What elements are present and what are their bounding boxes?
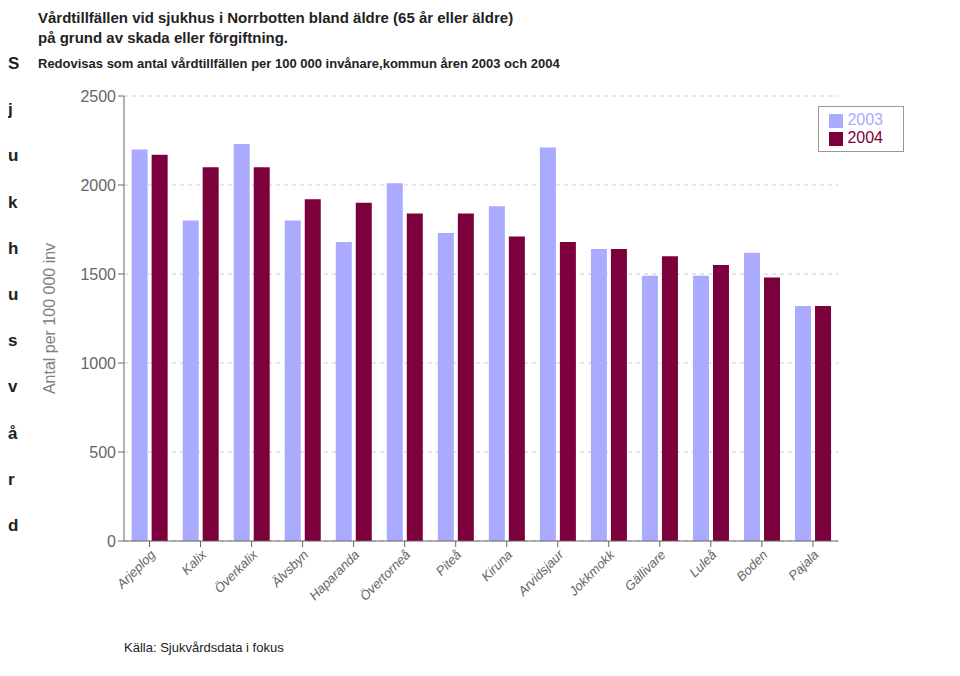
html-text:j: j xyxy=(8,100,13,120)
html-text:å: å xyxy=(8,423,18,443)
html-text:d: d xyxy=(8,515,19,535)
html-text:Vårdtillfällen vid sjukhus i N: Vårdtillfällen vid sjukhus i Norrbotten … xyxy=(38,9,514,26)
svg-text:2500: 2500 xyxy=(80,88,116,105)
svg-text:Gällivare: Gällivare xyxy=(622,547,669,594)
svg-text:Piteå: Piteå xyxy=(433,547,465,579)
html-text:Källa: Sjukvårdsdata i fokus: Källa: Sjukvårdsdata i fokus xyxy=(124,640,284,655)
svg-text:Övertorneå: Övertorneå xyxy=(357,547,414,604)
svg-text:Kalix: Kalix xyxy=(179,547,210,578)
svg-text:Pajala: Pajala xyxy=(785,547,821,583)
svg-text:Överkalix: Överkalix xyxy=(211,547,260,596)
svg-text:Haparanda: Haparanda xyxy=(306,547,362,603)
svg-text:Luleå: Luleå xyxy=(686,547,719,580)
html-text:Redovisas som antal vårdtillfä: Redovisas som antal vårdtillfällen per 1… xyxy=(38,56,560,71)
svg-text:Boden: Boden xyxy=(733,547,770,584)
svg-text:500: 500 xyxy=(89,444,116,461)
svg-text:2000: 2000 xyxy=(80,177,116,194)
html-text:u: u xyxy=(8,284,19,304)
svg-text:0: 0 xyxy=(107,533,116,550)
html-text:u: u xyxy=(8,146,19,166)
svg-text:Älvsbyn: Älvsbyn xyxy=(268,547,312,591)
html-text:s: s xyxy=(8,331,18,351)
html-text:k: k xyxy=(8,192,18,212)
html-text:h: h xyxy=(8,238,19,258)
html-text:v: v xyxy=(8,377,18,397)
svg-text:Kiruna: Kiruna xyxy=(478,547,515,584)
svg-text:1000: 1000 xyxy=(80,355,116,372)
svg-text:Arvidsjaur: Arvidsjaur xyxy=(514,547,567,600)
html-text:2003: 2003 xyxy=(847,111,883,128)
svg-text:1500: 1500 xyxy=(80,266,116,283)
svg-text:Arjeplog: Arjeplog xyxy=(113,547,159,593)
html-text:2004: 2004 xyxy=(847,129,883,146)
html-text:S: S xyxy=(8,54,20,73)
html-text:r: r xyxy=(8,469,15,489)
svg-text:Jokkmokk: Jokkmokk xyxy=(565,546,618,599)
svg-text:Antal per 100 000 inv: Antal per 100 000 inv xyxy=(41,243,58,394)
html-text:på grund av skada eller förgif: på grund av skada eller förgiftning. xyxy=(38,29,288,46)
